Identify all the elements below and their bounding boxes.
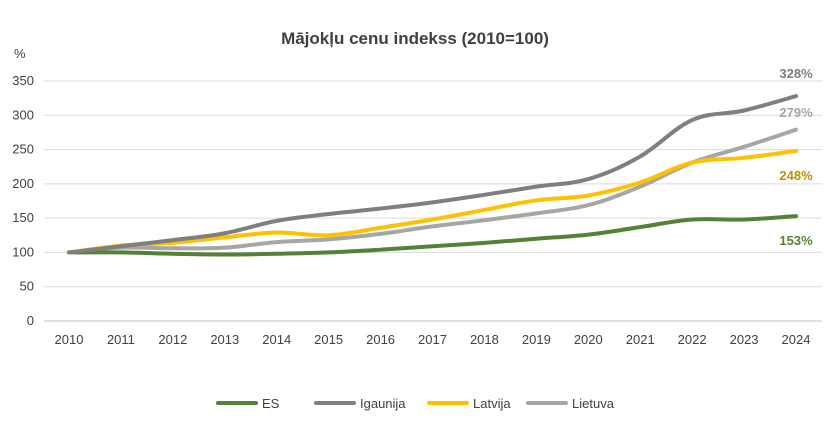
- x-axis-ticks: 2010 2011 2012 2013 2014 2015 2016 2017 2018 2019…: [55, 332, 811, 347]
- x-tick-label: 2021: [626, 332, 655, 347]
- y-tick-label: 50: [20, 279, 34, 294]
- series-line-latvija: [67, 148, 798, 255]
- x-tick-label: 2011: [107, 332, 135, 347]
- series-line-es: [67, 214, 798, 257]
- x-tick-label: 2022: [678, 332, 707, 347]
- y-tick-label: 300: [12, 107, 34, 122]
- y-axis-ticks: 0 50 100 150 200 250 300 350: [12, 73, 34, 328]
- series-line-igaunija: [67, 94, 798, 255]
- x-tick-label: 2012: [158, 332, 187, 347]
- y-tick-label: 0: [27, 313, 34, 328]
- x-tick-label: 2018: [470, 332, 499, 347]
- end-label-lietuva: 279%: [779, 105, 813, 120]
- series-line-lietuva: [67, 127, 798, 255]
- x-tick-label: 2016: [366, 332, 395, 347]
- x-tick-label: 2024: [782, 332, 811, 347]
- y-tick-label: 250: [12, 142, 34, 157]
- legend-label-es: ES: [262, 396, 280, 411]
- x-tick-label: 2014: [262, 332, 291, 347]
- y-tick-label: 200: [12, 176, 34, 191]
- end-label-latvija: 248%: [779, 168, 813, 183]
- end-label-es: 153%: [779, 233, 813, 248]
- y-tick-label: 350: [12, 73, 34, 88]
- x-tick-label: 2019: [522, 332, 551, 347]
- y-tick-label: 150: [12, 210, 34, 225]
- x-tick-label: 2015: [314, 332, 343, 347]
- x-tick-label: 2023: [730, 332, 759, 347]
- legend: ES Igaunija Latvija Lietuva: [216, 396, 615, 411]
- legend-label-lietuva: Lietuva: [572, 396, 615, 411]
- y-axis-unit-label: %: [14, 46, 26, 61]
- x-tick-label: 2020: [574, 332, 603, 347]
- x-tick-label: 2010: [55, 332, 84, 347]
- x-tick-label: 2013: [210, 332, 239, 347]
- end-label-igaunija: 328%: [779, 66, 813, 81]
- y-tick-label: 100: [12, 244, 34, 259]
- legend-label-latvija: Latvija: [473, 396, 511, 411]
- end-labels: 153% 328% 248% 279%: [779, 66, 813, 248]
- series-lines: [67, 94, 798, 257]
- x-tick-label: 2017: [418, 332, 447, 347]
- legend-label-igaunija: Igaunija: [360, 396, 406, 411]
- chart-title: Mājokļu cenu indekss (2010=100): [281, 29, 549, 48]
